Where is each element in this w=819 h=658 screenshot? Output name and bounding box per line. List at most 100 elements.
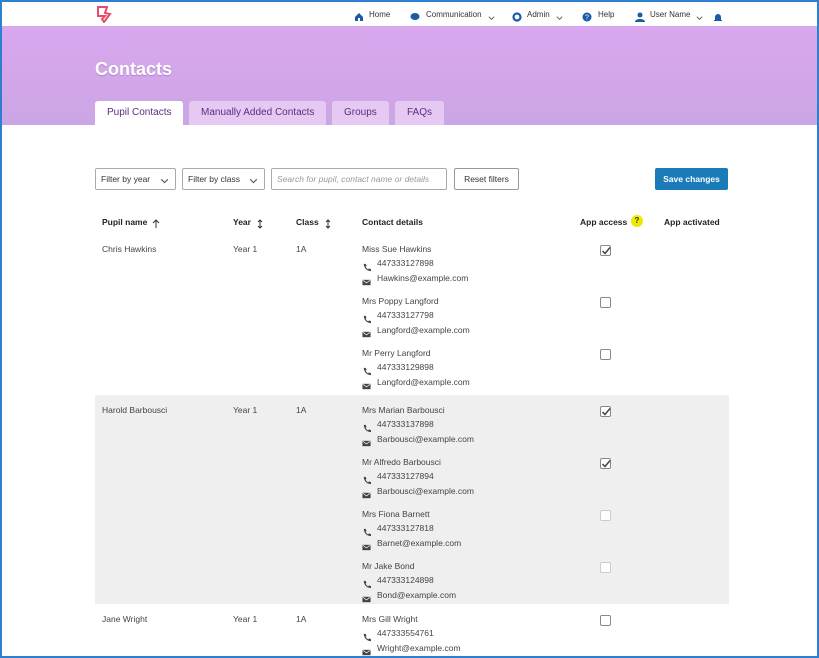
nav-item[interactable]: Communication — [426, 10, 482, 19]
contact-email: Barbousci@example.com — [377, 486, 474, 496]
class: 1A — [296, 244, 307, 254]
header-band: Contacts Pupil Contacts Manually Added Co… — [2, 26, 817, 125]
column-header[interactable]: Pupil name — [102, 217, 148, 227]
email-icon — [362, 378, 371, 396]
contact-email: Barnet@example.com — [377, 538, 462, 548]
sort-icon — [255, 216, 265, 234]
contact-email: Langford@example.com — [377, 377, 470, 387]
phone-icon — [362, 524, 371, 542]
search-input[interactable]: Search for pupil, contact name or detail… — [271, 168, 447, 190]
filter-select[interactable]: Filter by class — [182, 168, 265, 190]
email-icon — [362, 487, 371, 505]
email-icon — [362, 435, 371, 453]
contact-email: Langford@example.com — [377, 325, 470, 335]
logo[interactable] — [95, 5, 113, 23]
reset-button[interactable]: Reset filters — [454, 168, 519, 190]
page-title: Contacts — [95, 59, 173, 79]
email-icon — [362, 539, 371, 557]
class: 1A — [296, 405, 307, 415]
chevron — [555, 10, 564, 28]
email-icon — [362, 644, 371, 656]
chevron — [487, 10, 496, 28]
phone-icon — [362, 576, 371, 594]
nav-icon — [410, 9, 420, 27]
app-access-checkbox[interactable] — [600, 297, 611, 308]
email-icon — [362, 591, 371, 609]
app-access-checkbox[interactable] — [600, 458, 611, 469]
phone-icon — [362, 472, 371, 490]
nav-item[interactable]: Home — [369, 10, 391, 19]
contact-email: Wright@example.com — [377, 643, 461, 653]
sort-icon — [323, 216, 333, 234]
nav-item[interactable]: Help — [598, 10, 615, 19]
filter-select[interactable]: Filter by year — [95, 168, 176, 190]
contact-phone: 447333127818 — [377, 523, 434, 533]
app-access-checkbox — [600, 562, 611, 573]
contact-email: Hawkins@example.com — [377, 273, 469, 283]
pupil-name: Harold Barbousci — [102, 405, 168, 415]
phone-icon — [362, 420, 371, 438]
phone-icon — [362, 363, 371, 381]
email-icon — [362, 326, 371, 344]
contact-email: Bond@example.com — [377, 590, 457, 600]
year: Year 1 — [233, 244, 258, 254]
contact-name: Mrs Fiona Barnett — [362, 509, 430, 519]
nav-icon — [354, 9, 364, 27]
table-row: Jane Wright Year 1 1A Mrs Gill Wright 447333… — [95, 604, 729, 656]
class: 1A — [296, 614, 307, 624]
chevron — [159, 174, 170, 194]
top-nav: Home Communication Admin? Help User Name — [2, 2, 817, 26]
column-header[interactable]: Class — [296, 217, 319, 227]
nav-icon: ? — [582, 9, 592, 27]
tab[interactable]: Manually Added Contacts — [189, 101, 327, 125]
table-row: Chris Hawkins Year 1 1A Miss Sue Hawkins 447… — [95, 234, 729, 395]
app-access-checkbox[interactable] — [600, 406, 611, 417]
contact-name: Mr Jake Bond — [362, 561, 415, 571]
chevron — [248, 174, 259, 194]
contact-name: Miss Sue Hawkins — [362, 244, 432, 254]
contact-phone: 447333124898 — [377, 575, 434, 585]
contact-name: Mr Alfredo Barbousci — [362, 457, 441, 467]
nav-icon — [512, 9, 522, 27]
column-header: App access — [580, 217, 628, 227]
tab[interactable]: Pupil Contacts — [95, 101, 184, 125]
app-access-checkbox[interactable] — [600, 245, 611, 256]
column-header: App activated — [664, 217, 720, 227]
svg-text:?: ? — [585, 15, 589, 22]
year: Year 1 — [233, 614, 258, 624]
year: Year 1 — [233, 405, 258, 415]
contact-phone: 447333554761 — [377, 628, 434, 638]
tab[interactable]: Groups — [332, 101, 389, 125]
tab[interactable]: FAQs — [395, 101, 445, 125]
nav-icon — [635, 9, 645, 27]
save-button[interactable]: Save changes — [655, 168, 728, 190]
column-header[interactable]: Year — [233, 217, 251, 227]
chevron — [695, 10, 704, 28]
filter-label: Filter by year — [101, 174, 151, 184]
app-access-checkbox[interactable] — [600, 615, 611, 626]
email-icon — [362, 274, 371, 292]
contact-name: Mrs Marian Barbousci — [362, 405, 445, 415]
contact-phone: 447333127798 — [377, 310, 434, 320]
phone-icon — [362, 311, 371, 329]
table-row: Harold Barbousci Year 1 1A Mrs Marian Barbo… — [95, 395, 729, 604]
contact-name: Mrs Poppy Langford — [362, 296, 439, 306]
pupil-name: Jane Wright — [102, 614, 148, 624]
app-access-checkbox[interactable] — [600, 349, 611, 360]
contact-name: Mrs Gill Wright — [362, 614, 418, 624]
filter-label: Filter by class — [188, 174, 240, 184]
phone-icon — [362, 259, 371, 277]
contact-phone: 447333127898 — [377, 258, 434, 268]
bell — [713, 9, 723, 27]
app-access-checkbox — [600, 510, 611, 521]
help-badge[interactable]: ? — [631, 215, 643, 227]
contact-phone: 447333127894 — [377, 471, 434, 481]
nav-item[interactable]: User Name — [650, 10, 691, 19]
contact-email: Barbousci@example.com — [377, 434, 474, 444]
contact-phone: 447333129898 — [377, 362, 434, 372]
contact-phone: 447333137898 — [377, 419, 434, 429]
column-header: Contact details — [362, 217, 423, 227]
contact-name: Mr Perry Langford — [362, 348, 431, 358]
pupil-name: Chris Hawkins — [102, 244, 157, 254]
nav-item[interactable]: Admin — [527, 10, 550, 19]
